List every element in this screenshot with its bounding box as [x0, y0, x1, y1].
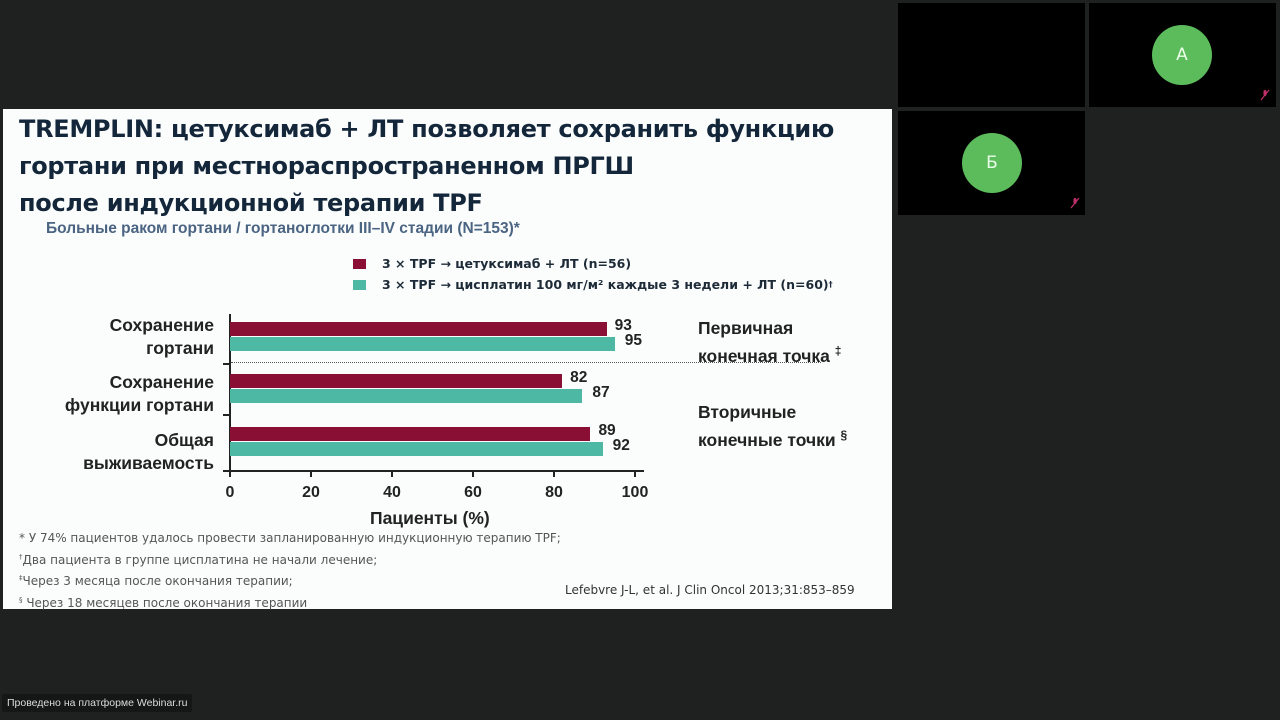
bar: [230, 389, 583, 403]
mic-muted-icon: [1260, 89, 1270, 101]
endpoint-divider: [231, 362, 821, 363]
footnote-mark: ‡: [834, 344, 842, 358]
footnote: * У 74% пациентов удалось провести запла…: [19, 531, 561, 545]
video-tile-empty[interactable]: [898, 3, 1085, 107]
video-tile-participant-b[interactable]: Б: [898, 111, 1085, 215]
secondary-endpoint-label: Вторичные конечные точки §: [698, 401, 847, 452]
y-tick: [223, 414, 230, 416]
platform-watermark: Проведено на платформе Webinar.ru: [2, 694, 193, 712]
bar: [230, 337, 615, 351]
endpoint-line: конечная точка: [698, 345, 830, 366]
x-tick: [634, 470, 636, 477]
title-line: гортани при местнораспространенном ПРГШ: [19, 152, 634, 180]
x-axis: [223, 470, 644, 472]
x-tick-label: 20: [302, 484, 320, 501]
footnote: †Два пациента в группе цисплатина не нач…: [19, 552, 378, 567]
bar: [230, 442, 603, 456]
y-tick: [223, 470, 230, 472]
bar-value-label: 89: [598, 422, 616, 439]
bar: [230, 427, 591, 441]
citation: Lefebvre J-L, et al. J Clin Oncol 2013;3…: [565, 583, 855, 597]
avatar: А: [1152, 25, 1212, 85]
bar-value-label: 95: [624, 332, 642, 349]
legend-item-cisplatin: 3 × TPF → цисплатин 100 мг/м² каждые 3 н…: [353, 274, 833, 295]
legend-swatch: [353, 258, 366, 269]
endpoint-line: Вторичные: [698, 402, 797, 422]
x-tick: [553, 470, 555, 477]
legend-label: 3 × TPF → цисплатин 100 мг/м² каждые 3 н…: [382, 277, 829, 292]
bar-value-label: 87: [592, 384, 610, 401]
title-line: TREMPLIN: цетуксимаб + ЛТ позволяет сохр…: [19, 115, 834, 143]
slide-subtitle: Больные раком гортани / гортаноглотки II…: [46, 220, 520, 237]
legend-swatch: [353, 279, 366, 290]
legend-item-cetuximab: 3 × TPF → цетуксимаб + ЛТ (n=56): [353, 253, 833, 274]
slide-title: TREMPLIN: цетуксимаб + ЛТ позволяет сохр…: [19, 111, 879, 222]
bar-value-label: 82: [570, 369, 588, 386]
category-label: Сохранение функции гортани: [64, 372, 214, 415]
x-tick-label: 80: [545, 484, 563, 501]
x-axis-label: Пациенты (%): [370, 508, 490, 528]
bar-value-label: 93: [614, 317, 632, 334]
x-tick-label: 60: [464, 484, 482, 501]
legend-label: 3 × TPF → цетуксимаб + ЛТ (n=56): [382, 256, 632, 271]
x-tick-label: 0: [225, 484, 235, 501]
x-tick: [310, 470, 312, 477]
legend-footnote-mark: †: [828, 280, 833, 289]
mic-muted-icon: [1070, 197, 1080, 209]
presentation-slide: TREMPLIN: цетуксимаб + ЛТ позволяет сохр…: [3, 109, 892, 612]
bar: [230, 374, 563, 388]
endpoint-line: Первичная: [698, 318, 794, 338]
footnote-mark: §: [840, 428, 848, 442]
x-tick: [391, 470, 393, 477]
category-label: Сохранение гортани: [109, 315, 214, 358]
endpoint-line: конечные точки: [698, 429, 836, 450]
x-tick: [229, 470, 231, 477]
x-tick-label: 40: [383, 484, 401, 501]
video-tile-participant-a[interactable]: А: [1089, 3, 1276, 107]
bar: [230, 322, 607, 336]
x-tick: [472, 470, 474, 477]
footnotes: * У 74% пациентов удалось провести запла…: [19, 529, 561, 612]
y-tick: [223, 363, 230, 365]
title-line: после индукционной терапии TPF: [19, 189, 483, 217]
footnote: § Через 18 месяцев после окончания терап…: [19, 595, 308, 610]
bar-value-label: 92: [612, 437, 630, 454]
x-tick-label: 100: [621, 484, 649, 501]
bar-chart: Пациенты (%) Первичная конечная точка ‡ …: [3, 109, 892, 609]
chart-legend: 3 × TPF → цетуксимаб + ЛТ (n=56) 3 × TPF…: [353, 253, 833, 295]
avatar: Б: [962, 133, 1022, 193]
footnote: ‡Через 3 месяца после окончания терапии;: [19, 574, 293, 588]
primary-endpoint-label: Первичная конечная точка ‡: [698, 317, 841, 368]
category-label: Общая выживаемость: [83, 430, 214, 473]
